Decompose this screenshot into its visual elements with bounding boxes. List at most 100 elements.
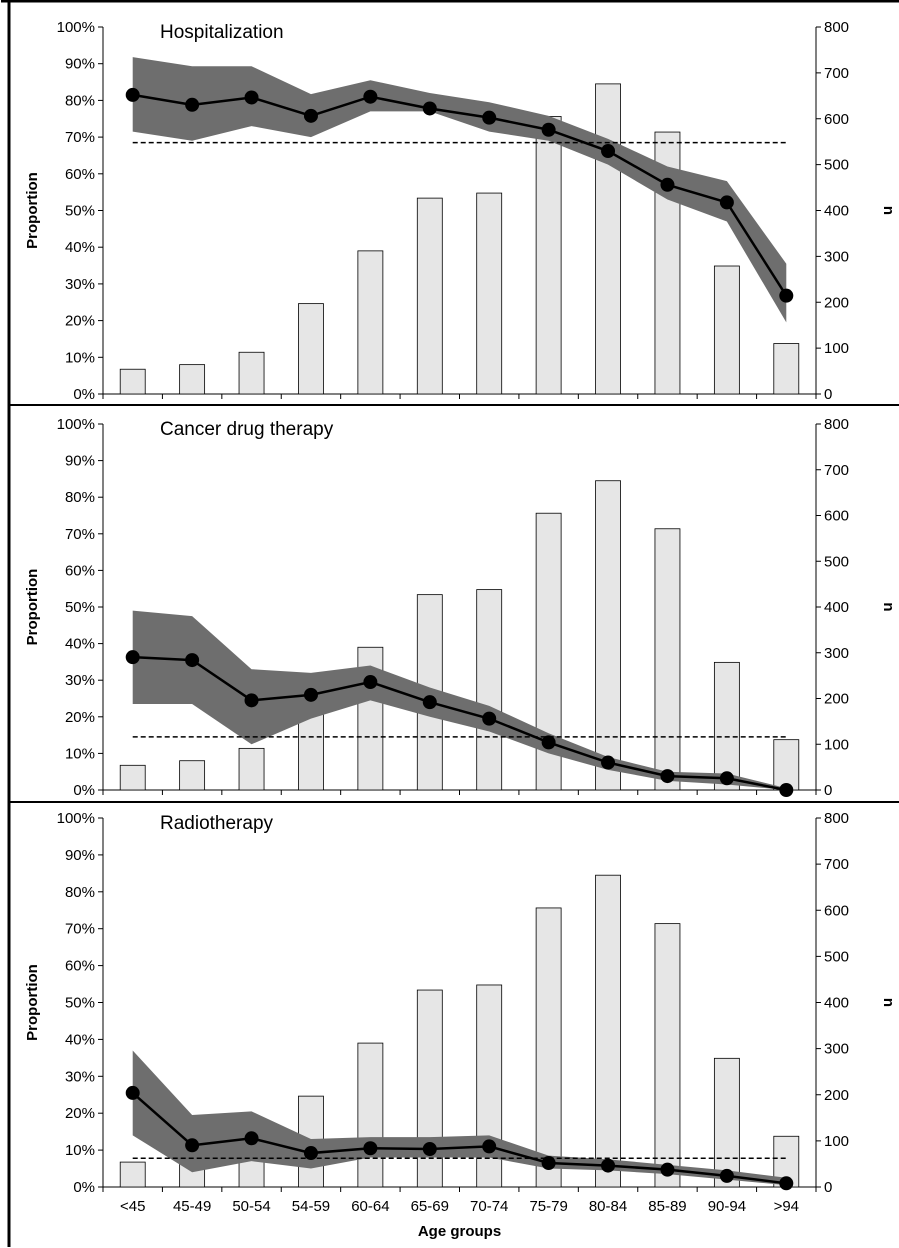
proportion-point-45-49: [185, 97, 200, 112]
y2-tick-label: 600: [824, 508, 849, 525]
proportion-point-60-64: [363, 89, 378, 104]
y2-tick-label: 100: [824, 1133, 849, 1150]
y-tick-label: 100%: [57, 19, 95, 36]
bar-n->94: [773, 739, 800, 791]
y2-tick-label: 800: [824, 19, 849, 36]
y-tick-label: 30%: [65, 672, 95, 689]
y-tick-label: 20%: [65, 313, 95, 330]
y2-tick-label: 0: [824, 782, 832, 799]
x-tick-label: 75-79: [529, 1198, 567, 1215]
y-tick-label: 10%: [65, 349, 95, 366]
proportion-point-70-74: [482, 1139, 497, 1154]
proportion-point-<45: [125, 1085, 140, 1100]
proportion-point-85-89: [660, 1162, 675, 1177]
y2-tick-label: 700: [824, 856, 849, 873]
y-tick-label: 0%: [73, 1179, 95, 1196]
y2-tick-label: 0: [824, 1179, 832, 1196]
y2-axis-title: n: [880, 998, 897, 1007]
proportion-point->94: [779, 288, 794, 303]
y2-axis-title: n: [880, 206, 897, 215]
proportion-point-80-84: [601, 144, 616, 159]
y2-tick-label: 200: [824, 294, 849, 311]
y2-tick-label: 600: [824, 111, 849, 128]
y2-tick-label: 300: [824, 1041, 849, 1058]
y-tick-label: 90%: [65, 453, 95, 470]
bar-n-54-59: [298, 303, 324, 395]
y-tick-label: 70%: [65, 526, 95, 543]
ci-band: [132, 1050, 787, 1186]
y-axis-title: Proportion: [24, 964, 41, 1041]
x-tick-label: 50-54: [232, 1198, 270, 1215]
proportion-point-80-84: [601, 1158, 616, 1173]
panel-title: Cancer drug therapy: [160, 419, 334, 440]
y-tick-label: 90%: [65, 56, 95, 73]
proportion-line: [132, 93, 788, 297]
y2-tick-label: 300: [824, 248, 849, 265]
bar-n-45-49: [179, 760, 206, 791]
proportion-point-45-49: [185, 653, 200, 668]
bar-n-75-79: [535, 907, 562, 1188]
y-tick-label: 40%: [65, 239, 95, 256]
y-tick-label: 50%: [65, 599, 95, 616]
x-tick-label: 70-74: [470, 1198, 508, 1215]
bar-n-<45: [119, 1161, 146, 1188]
y-tick-label: 0%: [73, 386, 95, 403]
bar-n-50-54: [238, 747, 265, 791]
proportion-point-54-59: [303, 687, 318, 702]
proportion-point-75-79: [541, 1156, 556, 1171]
y-tick-label: 100%: [57, 416, 95, 433]
x-tick-label: <45: [120, 1198, 145, 1215]
bar-n-<45: [119, 368, 146, 395]
bar-n-90-94: [713, 1057, 740, 1188]
bar-n-70-74: [476, 589, 503, 791]
bar-n->94: [773, 343, 800, 395]
y-tick-label: 90%: [65, 847, 95, 864]
proportion-point-54-59: [303, 108, 318, 123]
x-tick-label: 90-94: [708, 1198, 746, 1215]
x-tick-label: 54-59: [292, 1198, 330, 1215]
y2-tick-label: 400: [824, 203, 849, 220]
bar-n-50-54: [238, 351, 265, 395]
y2-tick-label: 100: [824, 736, 849, 753]
y-tick-label: 60%: [65, 958, 95, 975]
bar-n-65-69: [416, 197, 443, 395]
proportion-point-65-69: [422, 101, 437, 116]
ci-band: [132, 57, 787, 323]
panel-title: Hospitalization: [160, 22, 284, 43]
bar-n-75-79: [535, 116, 562, 395]
y-tick-label: 20%: [65, 709, 95, 726]
y-tick-label: 40%: [65, 636, 95, 653]
proportion-point-45-49: [185, 1138, 200, 1153]
panel-title: Radiotherapy: [160, 813, 274, 834]
y-axis-title: Proportion: [24, 569, 41, 646]
bar-n-90-94: [713, 265, 740, 395]
x-tick-label: >94: [774, 1198, 799, 1215]
proportion-point-90-94: [719, 771, 734, 786]
x-tick-label: 45-49: [173, 1198, 211, 1215]
proportion-point-65-69: [422, 1141, 437, 1156]
proportion-point-70-74: [482, 711, 497, 726]
y-tick-label: 30%: [65, 1068, 95, 1085]
proportion-point-85-89: [660, 177, 675, 192]
proportion-point-80-84: [601, 755, 616, 770]
y-tick-label: 0%: [73, 782, 95, 799]
bar-n-85-89: [654, 528, 681, 791]
bar-n-70-74: [476, 192, 503, 395]
proportion-point-85-89: [660, 769, 675, 784]
bar-n-45-49: [179, 364, 206, 395]
y-tick-label: 40%: [65, 1031, 95, 1048]
y2-tick-label: 600: [824, 902, 849, 919]
x-tick-label: 85-89: [648, 1198, 686, 1215]
y2-tick-label: 200: [824, 691, 849, 708]
proportion-point-60-64: [363, 1141, 378, 1156]
ci-band: [132, 610, 787, 790]
y-tick-label: 70%: [65, 921, 95, 938]
x-tick-label: 65-69: [411, 1198, 449, 1215]
proportion-point->94: [779, 1176, 794, 1191]
y2-tick-label: 800: [824, 810, 849, 827]
proportion-point->94: [779, 783, 794, 797]
proportion-point-65-69: [422, 695, 437, 710]
y-tick-label: 20%: [65, 1105, 95, 1122]
y2-axis-title: n: [880, 602, 897, 611]
y-tick-label: 50%: [65, 995, 95, 1012]
